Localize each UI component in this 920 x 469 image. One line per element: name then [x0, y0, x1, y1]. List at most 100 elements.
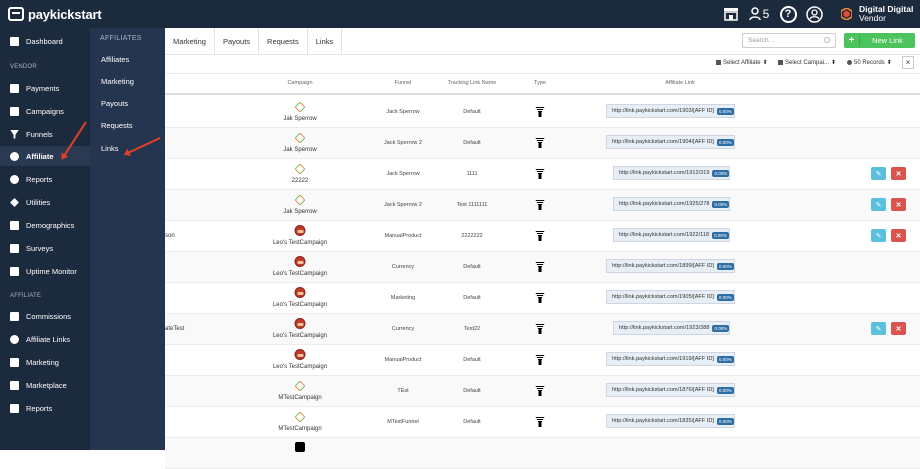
- affiliate-subpanel: AFFILIATES Affiliates Marketing Payouts …: [90, 28, 165, 450]
- brand-logo[interactable]: paykickstart: [8, 6, 102, 22]
- sidebar-item-utilities[interactable]: Utilities: [0, 192, 90, 212]
- delete-button[interactable]: ✕: [891, 322, 906, 335]
- tab-requests[interactable]: Requests: [259, 28, 308, 54]
- help-icon[interactable]: ?: [779, 5, 797, 23]
- affiliate-icon: [10, 151, 19, 161]
- subpanel-item-affiliates[interactable]: Affiliates: [101, 55, 130, 64]
- affiliates-notification[interactable]: 5: [748, 5, 770, 23]
- sidebar-item-campaigns[interactable]: Campaigns: [0, 101, 90, 121]
- affiliate-link-field[interactable]: http://link.paykickstart.com/1903/[AFF I…: [606, 104, 735, 118]
- affiliate-link-field[interactable]: http://link.paykickstart.com/1925/278 0.0…: [613, 197, 731, 211]
- tab-links[interactable]: Links: [308, 28, 343, 54]
- funnel-type-icon: [536, 138, 545, 148]
- user-circle-icon[interactable]: [805, 5, 823, 23]
- affiliate-link-field[interactable]: http://link.paykickstart.com/1876/[AFF I…: [606, 383, 735, 397]
- gear-icon: [847, 60, 852, 65]
- edit-button[interactable]: ✎: [871, 167, 886, 180]
- column-funnel[interactable]: Funnel: [394, 80, 412, 86]
- conversion-badge: 0.00%: [716, 107, 734, 115]
- column-campaign[interactable]: Campaign: [287, 80, 313, 86]
- select-affiliate-dropdown[interactable]: Select Affiliate ⬍: [716, 59, 768, 66]
- sidebar-item-affiliate-reports[interactable]: Reports: [0, 398, 90, 418]
- delete-button[interactable]: ✕: [891, 229, 906, 242]
- tab-payouts[interactable]: Payouts: [215, 28, 260, 54]
- subpanel-item-requests[interactable]: Requests: [101, 121, 133, 130]
- sidebar-item-funnels[interactable]: Funnels: [0, 124, 90, 144]
- campaign-name: Leo's TestCampaign: [272, 333, 328, 339]
- sidebar-item-marketing[interactable]: Marketing: [0, 352, 90, 372]
- survey-icon: [10, 243, 19, 253]
- funnel-name: ManualProduct: [384, 357, 422, 363]
- sidebar-item-dashboard[interactable]: Dashboard: [0, 31, 90, 51]
- subpanel-item-marketing[interactable]: Marketing: [101, 77, 134, 86]
- affiliate-link-field[interactable]: http://link.paykickstart.com/1899/[AFF I…: [606, 259, 735, 273]
- funnel-type-icon: [536, 417, 545, 427]
- affiliate-link-url: http://link.paykickstart.com/1925/278: [619, 201, 710, 207]
- campaign-name: MTestCampaign: [278, 426, 322, 432]
- campaign-logo-icon: [295, 442, 305, 452]
- sidebar-item-uptime-monitor[interactable]: Uptime Monitor: [0, 261, 90, 281]
- campaign-logo-icon: [294, 132, 306, 144]
- search-placeholder: Search...: [748, 37, 775, 44]
- tracking-link-name: Default: [463, 140, 481, 146]
- affiliate-link-url: http://link.paykickstart.com/1912/319: [619, 170, 710, 176]
- sidebar-item-surveys[interactable]: Surveys: [0, 238, 90, 258]
- sidebar-item-affiliate[interactable]: Affiliate: [0, 146, 90, 166]
- records-dropdown[interactable]: 50 Records ⬍: [847, 59, 892, 66]
- campaign-logo-icon: [294, 380, 306, 392]
- pencil-icon: ✎: [875, 201, 882, 209]
- conversion-badge: 0.00%: [716, 386, 734, 394]
- vendor-logo-icon: [840, 5, 852, 23]
- funnel-name: ManualProduct: [384, 233, 422, 239]
- marketing-icon: [10, 357, 19, 367]
- delete-button[interactable]: ✕: [891, 167, 906, 180]
- clear-filters-button[interactable]: ×: [902, 56, 914, 69]
- new-link-button[interactable]: + New Link: [844, 33, 915, 48]
- table-row: Leo's TestCampaign Marketing Default http:/…: [165, 283, 920, 314]
- edit-button[interactable]: ✎: [871, 198, 886, 211]
- affiliate-link-field[interactable]: http://link.paykickstart.com/1922/118 0.0…: [613, 228, 730, 242]
- sidebar-section-affiliate: AFFILIATE: [10, 293, 42, 299]
- delete-button[interactable]: ✕: [891, 198, 906, 211]
- column-tracking-link-name[interactable]: Tracking Link Name: [447, 80, 497, 86]
- affiliate-link-field[interactable]: http://link.paykickstart.com/1905/[AFF I…: [606, 290, 735, 304]
- sidebar-item-label: Reports: [26, 174, 53, 184]
- sidebar-item-label: Dashboard: [26, 36, 63, 46]
- sidebar-item-payments[interactable]: Payments: [0, 78, 90, 98]
- select-campaign-dropdown[interactable]: Select Campai... ⬍: [778, 59, 836, 66]
- table-row: Leo's TestCampaign Currency Default http://…: [165, 252, 920, 283]
- sort-icon: ⬍: [831, 60, 837, 66]
- sidebar-item-demographics[interactable]: Demographics: [0, 215, 90, 235]
- user-menu[interactable]: Digital Digital Vendor: [859, 5, 913, 23]
- sidebar-item-marketplace[interactable]: Marketplace: [0, 375, 90, 395]
- edit-button[interactable]: ✎: [871, 229, 886, 242]
- sidebar-item-commissions[interactable]: Commissions: [0, 306, 90, 326]
- dashboard-icon: [10, 36, 19, 46]
- affiliate-link-field[interactable]: http://link.paykickstart.com/1919/[AFF I…: [606, 352, 735, 366]
- sidebar-item-label: Utilities: [26, 197, 51, 207]
- sidebar-section-vendor: VENDOR: [10, 64, 37, 70]
- funnel-type-icon: [536, 293, 545, 303]
- search-input[interactable]: Search...: [742, 33, 836, 48]
- filter-bar: [165, 54, 920, 73]
- affiliate-link-url: http://link.paykickstart.com/1922/118: [619, 232, 710, 238]
- affiliate-link-field[interactable]: http://link.paykickstart.com/1912/319 0.0…: [613, 166, 731, 180]
- filter-label: Select Campai...: [785, 59, 830, 66]
- sidebar-item-label: Surveys: [26, 243, 54, 253]
- column-affiliate-link[interactable]: Affiliate Link: [665, 80, 695, 86]
- affiliate-link-field[interactable]: http://link.paykickstart.com/1923/388 0.0…: [613, 321, 731, 335]
- affiliate-link-field[interactable]: http://link.paykickstart.com/1835/[AFF I…: [606, 414, 735, 428]
- funnel-name: Jack Sperrow 2: [384, 202, 422, 208]
- campaign-logo-icon: [294, 287, 306, 298]
- subpanel-item-payouts[interactable]: Payouts: [101, 99, 129, 108]
- funnel-name: MTestFunnel: [387, 419, 419, 425]
- column-type[interactable]: Type: [534, 80, 546, 86]
- affiliate-link-field[interactable]: http://link.paykickstart.com/1904/[AFF I…: [606, 135, 735, 149]
- sidebar-item-affiliate-links[interactable]: Affiliate Links: [0, 329, 90, 349]
- subpanel-item-links[interactable]: Links: [101, 144, 119, 153]
- tab-marketing[interactable]: Marketing: [165, 28, 215, 54]
- sidebar-item-reports[interactable]: Reports: [0, 169, 90, 189]
- subpanel-heading: AFFILIATES: [100, 35, 142, 42]
- store-icon[interactable]: [722, 5, 740, 23]
- edit-button[interactable]: ✎: [871, 322, 886, 335]
